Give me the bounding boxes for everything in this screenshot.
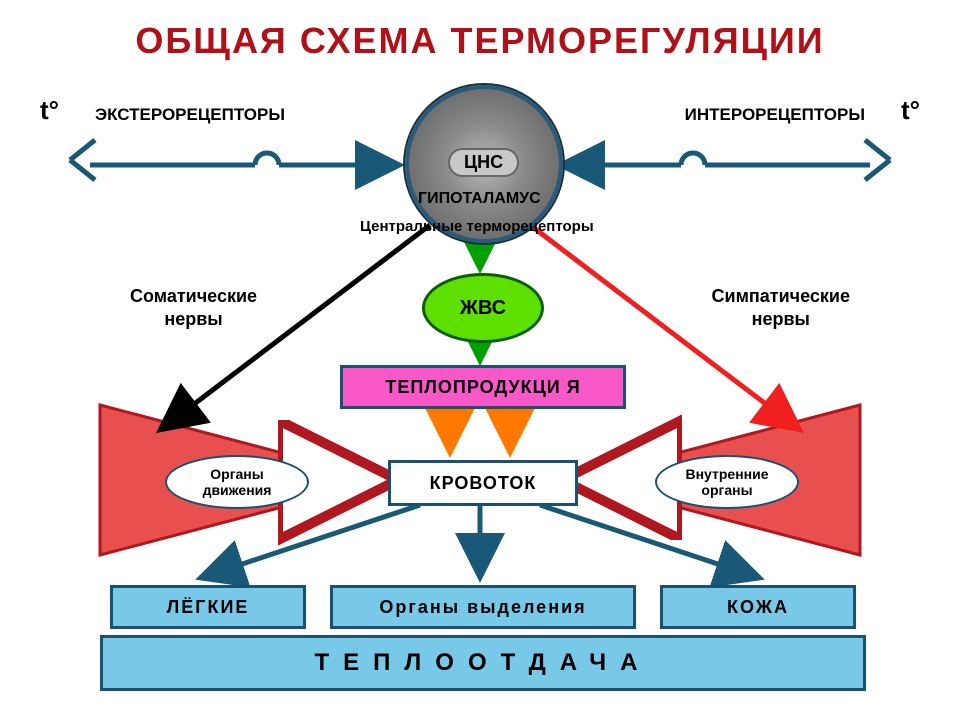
excretion-box: Органы выделения	[330, 585, 636, 629]
temp-right-label: t°	[901, 95, 920, 126]
hypothalamus-label: ГИПОТАЛАМУС	[418, 190, 541, 208]
bloodflow-to-lungs	[200, 505, 420, 578]
diagram-title: ОБЩАЯ СХЕМА ТЕРМОРЕГУЛЯЦИИ	[0, 20, 960, 62]
receptor-arrow-right	[560, 153, 870, 165]
internal-organs-ellipse: Внутренниеорганы	[655, 455, 799, 509]
jvs-node: ЖВС	[422, 273, 544, 343]
skin-box: КОЖА	[660, 585, 856, 629]
lungs-box: ЛЁГКИЕ	[110, 585, 306, 629]
cns-label: ЦНС	[448, 148, 519, 177]
sympathetic-nerves-label: Симпатическиенервы	[712, 285, 850, 332]
somatic-nerves-label: Соматическиенервы	[130, 285, 257, 332]
receptor-arrow-left	[90, 153, 400, 165]
exteroceptors-label: ЭКСТЕРОРЕЦЕПТОРЫ	[95, 105, 285, 125]
interoceptors-label: ИНТЕРОРЕЦЕПТОРЫ	[685, 105, 865, 125]
motion-organs-ellipse: Органыдвижения	[165, 455, 309, 509]
heat-loss-box: ТЕПЛООТДАЧА	[100, 635, 866, 691]
bloodflow-to-skin	[540, 505, 760, 578]
heat-production-box: ТЕПЛОПРОДУКЦИ Я	[340, 365, 626, 409]
bloodflow-box: КРОВОТОК	[388, 460, 578, 506]
central-thermoreceptors-label: Центральные терморецепторы	[360, 218, 594, 235]
temp-left-label: t°	[40, 95, 59, 126]
